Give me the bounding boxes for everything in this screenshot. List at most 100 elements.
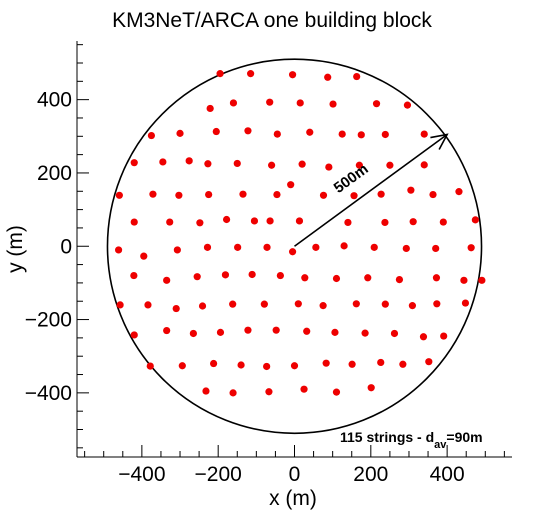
data-point	[116, 301, 124, 309]
x-tick-label: 400	[430, 463, 465, 486]
data-point	[178, 362, 186, 370]
data-point	[175, 191, 183, 199]
data-point	[288, 248, 297, 256]
data-point	[205, 190, 213, 199]
data-point	[247, 70, 255, 78]
data-point	[461, 299, 470, 307]
data-point	[265, 388, 273, 396]
data-point	[296, 99, 304, 107]
data-point	[340, 242, 348, 250]
data-point	[203, 243, 212, 251]
data-point	[353, 72, 361, 81]
y-tick-label: −400	[25, 382, 72, 405]
data-point	[425, 358, 433, 366]
y-tick-label: −200	[25, 309, 72, 332]
data-point	[185, 157, 193, 165]
data-point	[381, 130, 389, 139]
data-point	[221, 271, 230, 279]
data-point	[237, 361, 245, 369]
data-point	[390, 329, 399, 338]
data-point	[370, 243, 378, 251]
axis-ticks	[77, 44, 505, 457]
data-point	[115, 191, 123, 199]
data-point	[266, 217, 274, 225]
data-point	[149, 190, 157, 198]
data-point	[210, 359, 218, 368]
strings-annotation: 115 strings - dav=90m	[340, 429, 483, 451]
data-point	[159, 158, 167, 166]
data-point	[361, 329, 369, 337]
data-point	[288, 71, 297, 79]
data-point	[298, 160, 306, 168]
data-point	[386, 161, 394, 169]
data-point	[130, 331, 138, 339]
data-point	[471, 216, 479, 224]
data-point	[432, 244, 440, 253]
data-point	[439, 218, 447, 226]
data-point	[455, 188, 463, 196]
data-point	[276, 271, 284, 280]
data-point	[381, 300, 389, 308]
data-point	[222, 215, 231, 224]
data-point	[357, 131, 365, 139]
data-point	[372, 100, 381, 108]
data-points	[114, 70, 486, 397]
data-point	[348, 360, 356, 368]
data-point	[377, 190, 385, 198]
data-point	[350, 192, 358, 200]
data-point	[196, 219, 204, 227]
y-tick-label: 400	[37, 89, 72, 112]
radius-arrow-head	[430, 133, 449, 150]
data-point	[163, 276, 171, 284]
data-point	[198, 302, 207, 310]
axis-tick-labels: −400 −200 0 200 400 −400 −200 0 200 400	[25, 89, 465, 486]
data-point	[319, 302, 327, 310]
data-point	[244, 326, 252, 334]
annotation-suffix: =90m	[446, 429, 482, 445]
data-point	[338, 130, 346, 138]
data-point	[395, 276, 404, 284]
data-point	[216, 328, 225, 336]
data-point	[202, 387, 210, 395]
data-point	[268, 161, 276, 169]
x-tick-label: −200	[195, 463, 242, 486]
data-point	[409, 218, 417, 226]
data-point	[229, 99, 238, 107]
data-point	[403, 101, 412, 109]
data-point	[176, 129, 184, 137]
data-point	[331, 328, 339, 336]
data-point	[329, 100, 337, 108]
data-point	[233, 159, 241, 168]
data-point	[408, 302, 417, 310]
data-point	[290, 362, 299, 370]
data-point	[420, 161, 428, 169]
data-point	[433, 300, 441, 308]
data-point	[352, 300, 360, 308]
data-point	[173, 246, 181, 254]
data-point	[272, 326, 280, 334]
data-point	[229, 389, 237, 397]
data-point	[216, 70, 224, 78]
data-point	[355, 161, 363, 169]
data-point	[478, 276, 486, 284]
data-point	[163, 326, 171, 335]
annotation-subscript: av	[434, 439, 447, 451]
data-point	[273, 130, 281, 138]
radius-label: 500m	[331, 161, 372, 197]
data-point	[322, 359, 330, 367]
data-point	[147, 131, 156, 140]
data-point	[204, 160, 212, 168]
data-point	[325, 163, 333, 171]
data-point	[189, 329, 197, 338]
data-point	[234, 243, 242, 251]
y-tick-label: 0	[60, 235, 72, 258]
data-point	[319, 191, 328, 199]
data-point	[367, 384, 375, 392]
data-point	[212, 127, 220, 136]
y-tick-label: 200	[37, 162, 72, 185]
chart-title: KM3NeT/ARCA one building block	[112, 9, 432, 32]
data-point	[248, 270, 256, 279]
data-point	[130, 218, 138, 226]
data-point	[263, 362, 271, 371]
